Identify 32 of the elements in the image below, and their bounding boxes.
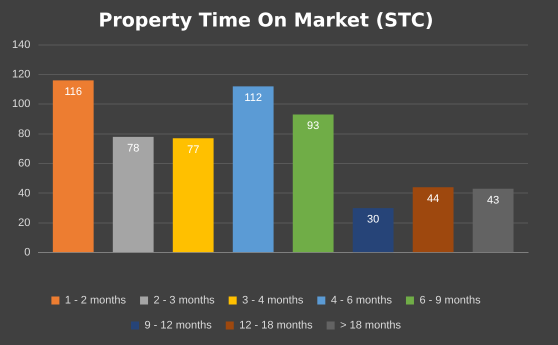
y-tick-label: 140	[12, 38, 30, 51]
bar	[292, 114, 334, 252]
legend-label: 9 - 12 months	[144, 320, 212, 332]
legend-label: 3 - 4 months	[242, 294, 304, 307]
legend-label: > 18 months	[340, 320, 402, 332]
bar	[412, 187, 454, 252]
data-label: 43	[486, 194, 500, 206]
data-label: 30	[367, 214, 380, 226]
bar	[112, 136, 154, 252]
bar	[52, 80, 94, 252]
y-tick-label: 100	[12, 98, 30, 110]
y-tick-label: 60	[18, 158, 30, 170]
data-label: 44	[427, 192, 440, 205]
data-label: 77	[187, 144, 200, 156]
y-tick-label: 20	[18, 216, 30, 229]
legend-label: 12 - 18 months	[239, 320, 314, 332]
bar	[232, 86, 274, 252]
legend-label: 4 - 6 months	[330, 294, 392, 307]
legend-label: 6 - 9 months	[419, 294, 482, 307]
bar	[352, 208, 394, 252]
y-tick-label: 40	[18, 187, 30, 200]
legend-label: 1 - 2 months	[64, 294, 127, 307]
y-tick-label: 80	[18, 128, 30, 140]
data-label: 78	[127, 142, 140, 154]
data-label: 112	[244, 92, 262, 104]
y-tick-label: 120	[12, 68, 30, 81]
y-tick-label: 0	[24, 246, 30, 259]
legend-label: 2 - 3 months	[154, 294, 216, 307]
chart-title: Property Time On Market (STC)	[98, 9, 434, 32]
data-label: 93	[307, 120, 320, 132]
bar	[172, 138, 214, 252]
data-label: 116	[64, 86, 82, 98]
